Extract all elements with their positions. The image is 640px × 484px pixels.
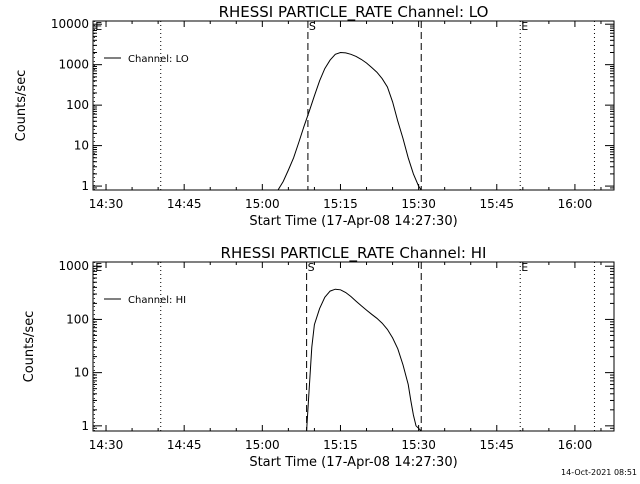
chart0-marker-label-4: E <box>521 20 528 33</box>
chart1-x-tick-label-4: 15:30 <box>401 438 436 452</box>
chart0-y-axis-label: Counts/sec <box>14 70 29 142</box>
chart1-plot-frame <box>92 261 615 432</box>
chart0-title: RHESSI PARTICLE_RATE Channel: LO <box>219 3 489 22</box>
panel-hi: RHESSI PARTICLE_RATE Channel: HI 14:30 14:… <box>22 244 615 470</box>
chart1-y-tick-label-3: 1000 <box>58 259 89 273</box>
chart0-x-tick-label-4: 15:30 <box>401 197 436 211</box>
chart1-x-tick-label-6: 16:00 <box>558 438 593 452</box>
panel-lo: RHESSI PARTICLE_RATE Channel: LO 14:30 14:… <box>14 3 615 229</box>
chart1-x-tick-label-5: 15:45 <box>479 438 514 452</box>
chart0-x-tick-label-6: 16:00 <box>558 197 593 211</box>
chart0-y-tick-label-1: 10 <box>74 139 89 153</box>
chart1-marker-label-2: S <box>308 261 315 274</box>
chart0-marker-label-2: S <box>309 20 316 33</box>
chart0-legend-label: Channel: LO <box>128 54 189 65</box>
chart1-x-tick-label-3: 15:15 <box>323 438 358 452</box>
timestamp-label: 14-Oct-2021 08:51 <box>561 468 637 477</box>
chart1-y-tick-label-0: 1 <box>81 419 89 433</box>
chart0-y-tick-label-0: 1 <box>81 179 89 193</box>
chart1-x-tick-label-1: 14:45 <box>167 438 202 452</box>
chart0-x-tick-label-2: 15:00 <box>245 197 280 211</box>
chart1-y-tick-label-2: 100 <box>66 312 89 326</box>
chart1-y-tick-label-1: 10 <box>74 366 89 380</box>
chart0-y-tick-label-2: 100 <box>66 98 89 112</box>
chart0-y-tick-label-4: 10000 <box>51 17 89 31</box>
chart0-plot-frame <box>92 20 615 191</box>
chart1-y-axis-label: Counts/sec <box>22 311 37 383</box>
chart1-marker-label-0: E <box>95 261 102 274</box>
chart0-marker-label-0: E <box>95 20 102 33</box>
chart0-x-tick-label-1: 14:45 <box>167 197 202 211</box>
chart0-x-tick-label-0: 14:30 <box>89 197 124 211</box>
chart1-series-line-0 <box>306 288 422 431</box>
chart1-legend-label: Channel: HI <box>128 295 186 306</box>
chart0-series-line-0 <box>277 51 422 190</box>
chart1-x-tick-label-2: 15:00 <box>245 438 280 452</box>
chart0-y-tick-label-3: 1000 <box>58 58 89 72</box>
chart1-title: RHESSI PARTICLE_RATE Channel: HI <box>221 244 487 263</box>
chart1-x-axis-label: Start Time (17-Apr-08 14:27:30) <box>249 455 457 470</box>
chart1-x-tick-label-0: 14:30 <box>89 438 124 452</box>
chart1-marker-label-4: E <box>521 261 528 274</box>
chart0-x-tick-label-5: 15:45 <box>479 197 514 211</box>
chart0-x-axis-label: Start Time (17-Apr-08 14:27:30) <box>249 214 457 229</box>
chart0-x-tick-label-3: 15:15 <box>323 197 358 211</box>
